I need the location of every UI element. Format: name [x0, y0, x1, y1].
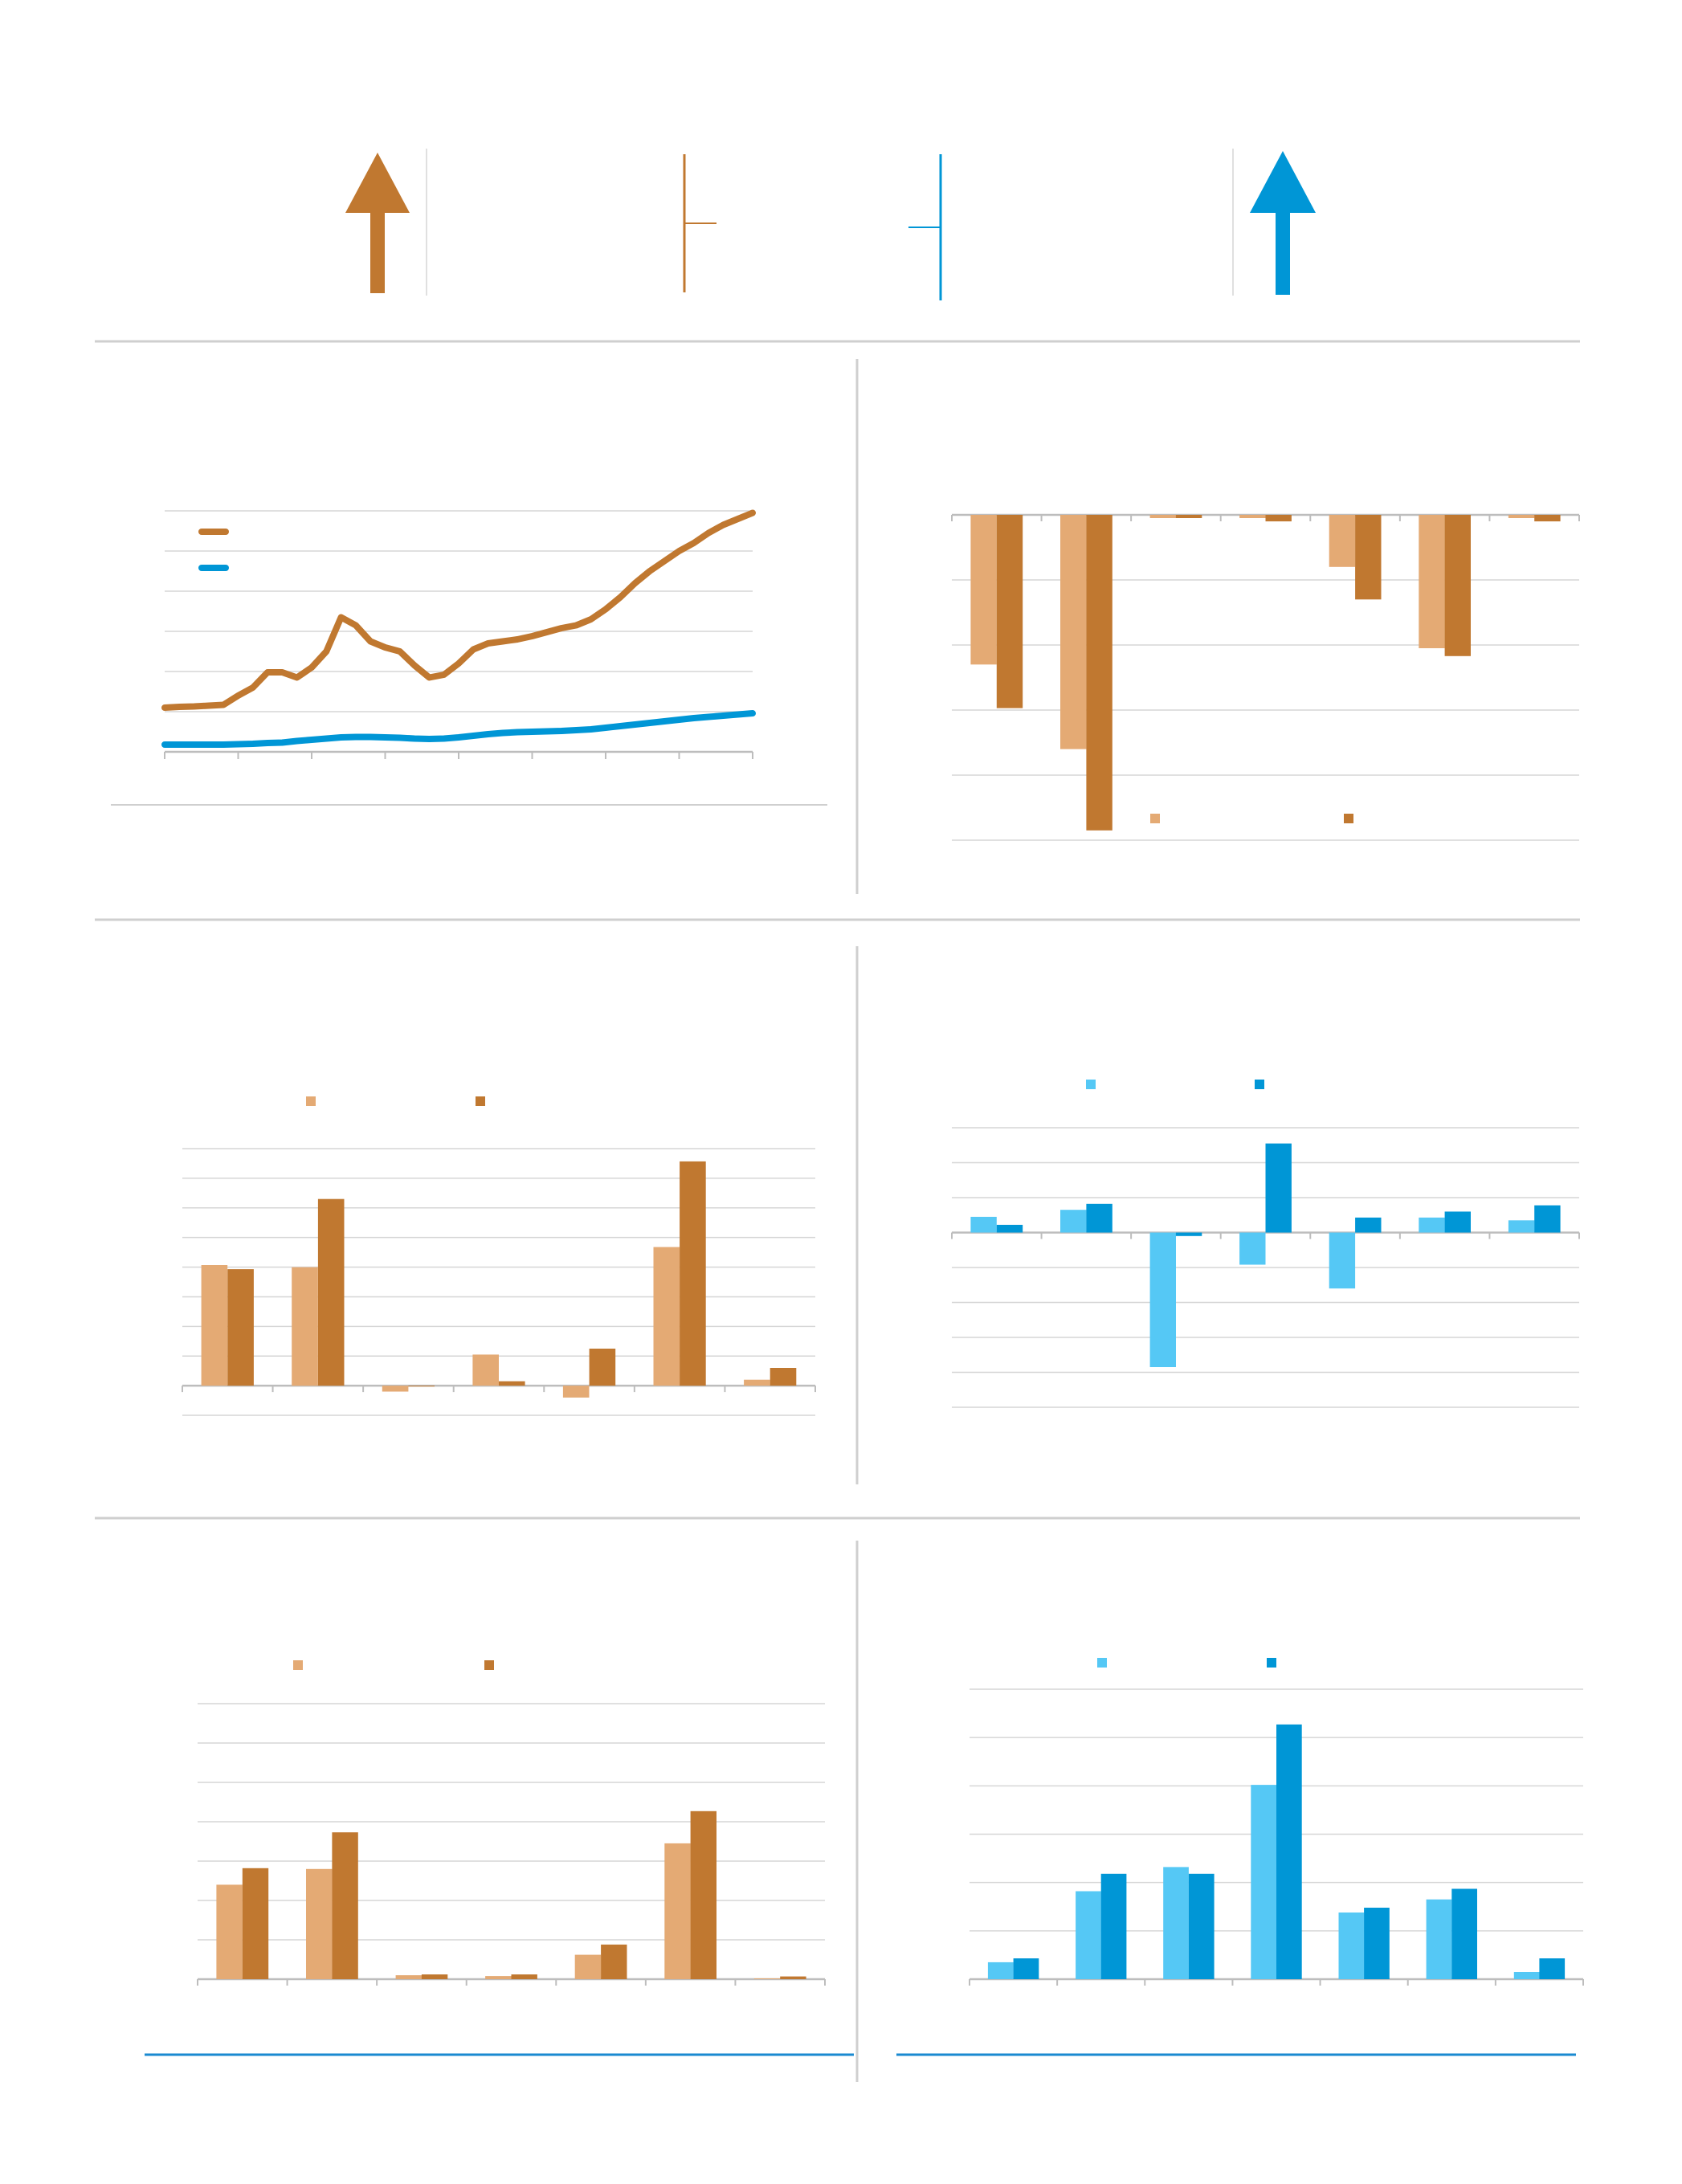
bar-s2-c3	[421, 1974, 448, 1979]
bar-s1-c7	[744, 1379, 770, 1386]
bar-s2-c7	[770, 1368, 797, 1386]
bar-chart-bottom-right	[969, 1658, 1584, 1986]
bar-s1-c3	[395, 1975, 422, 1979]
bar-s1-c5	[562, 1386, 590, 1398]
bar-s1-c6	[653, 1247, 680, 1386]
bar-chart-mid-left	[182, 1096, 816, 1416]
bar-s1-c2	[306, 1868, 333, 1979]
bar-s2-c4	[1265, 1143, 1292, 1233]
bar-chart-bottom-left	[197, 1660, 826, 1986]
legend-swatch-2	[1267, 1658, 1276, 1668]
bar-chart-top-right	[951, 513, 1580, 841]
legend-swatch-1	[306, 1096, 316, 1106]
bar-s1-c1	[201, 1265, 228, 1386]
legend-swatch-1	[293, 1660, 303, 1670]
bar-s2-c1	[996, 1224, 1023, 1233]
bar-s1-c7	[1513, 1972, 1540, 1979]
bar-chart-mid-right	[951, 1080, 1580, 1408]
series-line-1	[161, 509, 756, 711]
bar-s2-c6	[1444, 515, 1471, 656]
legend-swatch-2	[476, 1096, 485, 1106]
bar-s2-c2	[1100, 1873, 1127, 1979]
bar-s2-c4	[511, 1974, 537, 1979]
bar-s2-c1	[1013, 1958, 1039, 1979]
bar-s1-c4	[485, 1976, 512, 1979]
bar-s2-c3	[1175, 515, 1202, 518]
bar-s2-c2	[317, 1198, 345, 1386]
legend-swatch-1	[1086, 1080, 1096, 1089]
bar-s2-c7	[1534, 515, 1561, 522]
bar-s2-c7	[780, 1976, 806, 1979]
bar-s1-c4	[1251, 1785, 1276, 1979]
bar-s1-c6	[664, 1843, 691, 1979]
bar-s1-c4	[472, 1354, 499, 1386]
legend-swatch-2	[484, 1660, 494, 1670]
bar-s1-c5	[574, 1954, 602, 1979]
bar-s2-c7	[1534, 1205, 1561, 1233]
bar-s1-c2	[1060, 515, 1087, 749]
bar-s1-c6	[1419, 515, 1445, 648]
bar-s2-c5	[1355, 1217, 1382, 1233]
bar-s1-c5	[1329, 1232, 1356, 1289]
bar-s1-c1	[216, 1884, 243, 1979]
bar-s1-c2	[1076, 1891, 1101, 1979]
legend-swatch-1	[1097, 1658, 1107, 1668]
bar-s2-c6	[680, 1161, 706, 1386]
bar-s1-c1	[970, 1216, 997, 1233]
bar-s2-c6	[1444, 1211, 1471, 1233]
bar-s2-c1	[996, 515, 1023, 708]
bar-s1-c7	[1508, 515, 1535, 518]
bar-s2-c6	[690, 1810, 716, 1979]
bar-s1-c3	[1149, 1232, 1176, 1367]
bar-s1-c3	[1163, 1867, 1189, 1979]
legend-swatch-1	[1150, 814, 1160, 823]
legend-swatch-2	[1255, 1080, 1264, 1089]
bar-s1-c6	[1419, 1217, 1445, 1233]
bar-s2-c4	[1276, 1724, 1302, 1979]
bar-s1-c4	[1239, 1232, 1266, 1265]
bar-s2-c5	[601, 1944, 627, 1979]
bar-s1-c1	[987, 1962, 1014, 1979]
bar-s2-c4	[499, 1381, 525, 1386]
bar-s1-c3	[382, 1386, 409, 1392]
bar-s1-c5	[1329, 515, 1356, 567]
bar-s1-c1	[970, 515, 997, 665]
header-kpi-strip	[345, 149, 1316, 300]
series-line-2	[161, 710, 756, 748]
bar-s2-c2	[332, 1832, 358, 1979]
arrow-up-icon	[1250, 151, 1316, 295]
bar-s2-c5	[1355, 515, 1382, 600]
bar-s1-c6	[1426, 1899, 1452, 1979]
arrow-up-icon	[345, 153, 410, 293]
bar-s2-c4	[1265, 515, 1292, 522]
bar-s2-c5	[589, 1349, 616, 1386]
bar-s2-c2	[1086, 1203, 1112, 1233]
bar-s2-c3	[1188, 1873, 1215, 1979]
bar-s1-c2	[1060, 1210, 1087, 1233]
bar-s1-c4	[1239, 515, 1266, 518]
bar-s2-c1	[242, 1868, 269, 1979]
bar-s1-c7	[1508, 1220, 1535, 1233]
bar-s1-c3	[1149, 515, 1176, 518]
bar-s2-c3	[1175, 1232, 1202, 1236]
legend-swatch-2	[1344, 814, 1353, 823]
bar-s2-c1	[227, 1269, 254, 1386]
bar-s2-c6	[1451, 1888, 1477, 1979]
bar-s1-c2	[292, 1267, 318, 1386]
bar-s2-c2	[1086, 515, 1112, 831]
bar-s1-c7	[753, 1978, 781, 1979]
bar-s1-c5	[1338, 1913, 1365, 1979]
line-chart	[161, 509, 756, 759]
bar-s2-c7	[1539, 1958, 1566, 1979]
bar-s2-c5	[1364, 1908, 1390, 1979]
